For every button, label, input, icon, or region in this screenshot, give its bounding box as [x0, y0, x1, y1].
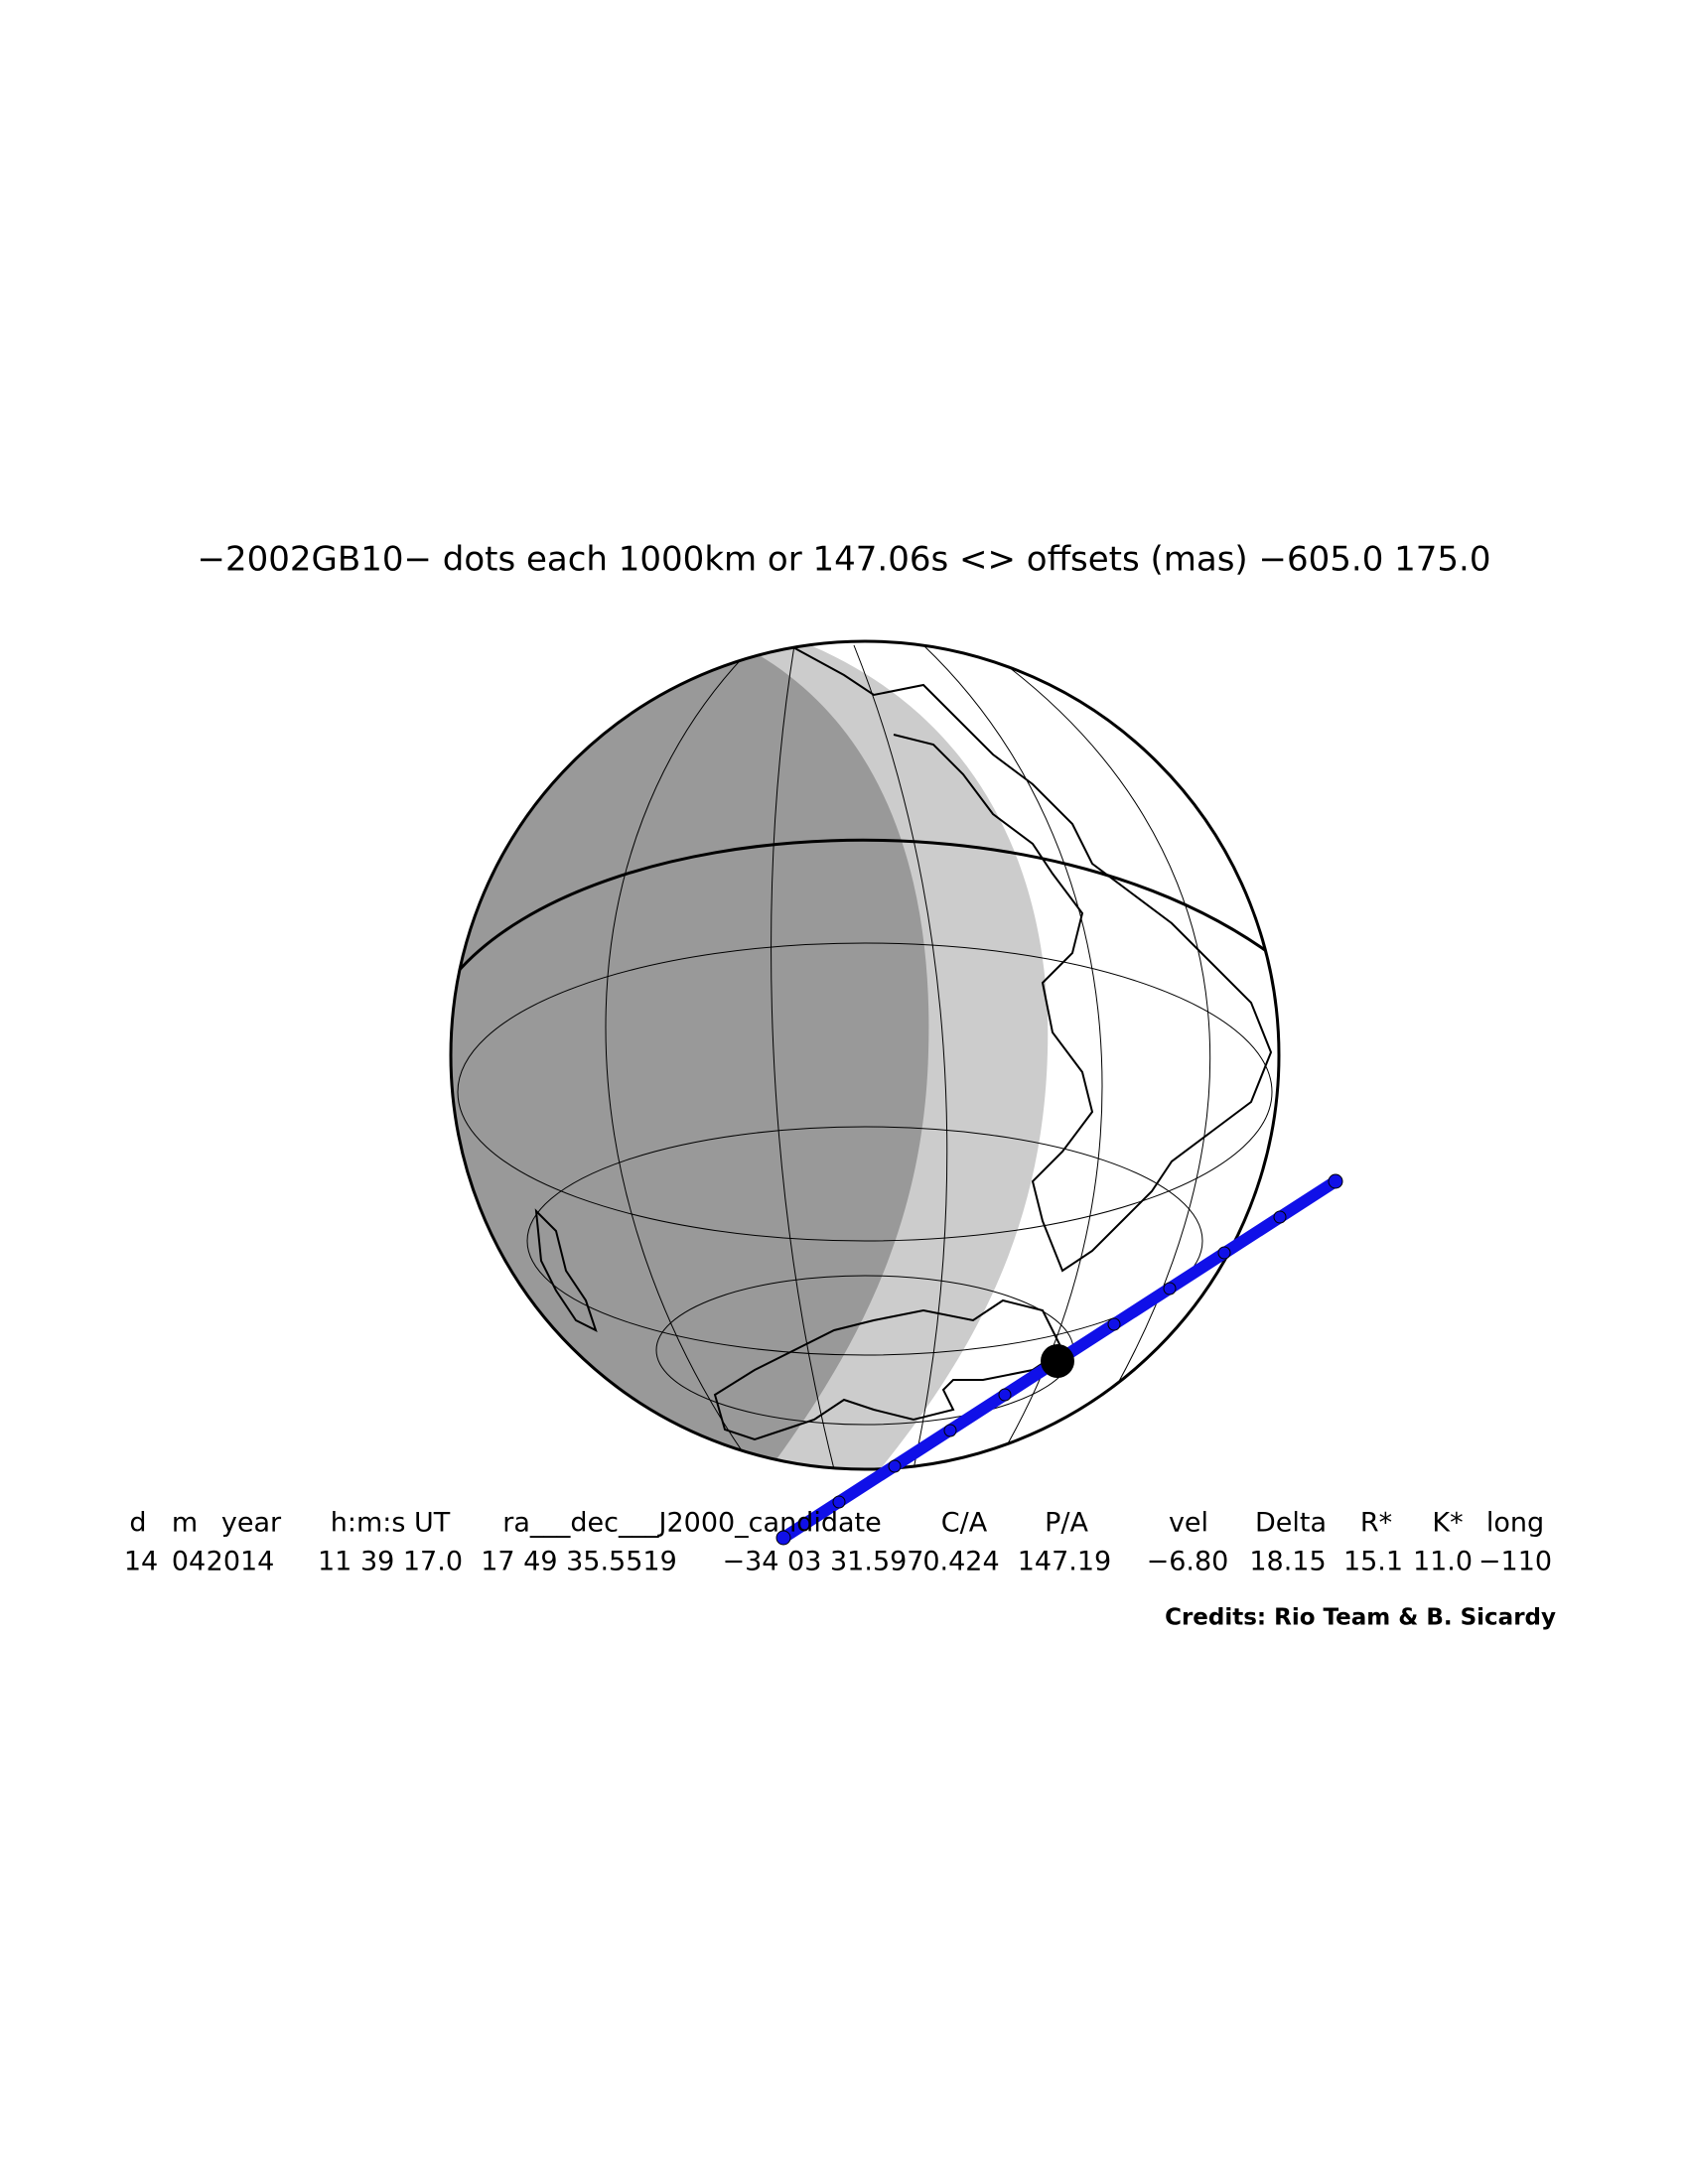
header-cell: Delta [1255, 1508, 1327, 1539]
title: −2002GB10− dots each 1000km or 147.06s <… [198, 540, 1491, 580]
credits: Credits: Rio Team & B. Sicardy [1165, 1605, 1556, 1631]
value-cell: 04 [172, 1547, 206, 1577]
path-dots [775, 1173, 1343, 1546]
value-cell: 18.15 [1249, 1547, 1326, 1577]
value-cell: 14 [124, 1547, 158, 1577]
header-cell: P/A [1045, 1508, 1088, 1539]
header-cell: long [1486, 1508, 1544, 1539]
value-cell: −6.80 [1147, 1547, 1229, 1577]
header-cell: h:m:s UT [331, 1508, 451, 1539]
equator [455, 838, 1277, 974]
value-cell: 0.424 [922, 1547, 999, 1577]
value-cell: −34 03 31.597 [723, 1547, 924, 1577]
value-cell: 2014 [207, 1547, 275, 1577]
header-cell: vel [1169, 1508, 1208, 1539]
header-cell: K* [1432, 1508, 1463, 1539]
value-cell: 11.0 [1413, 1547, 1473, 1577]
globe-outline [449, 639, 1281, 1471]
globe [449, 639, 1281, 1471]
header-cell: m [172, 1508, 198, 1539]
header-cell: d [129, 1508, 146, 1539]
header-cell: year [221, 1508, 282, 1539]
event-table: d m year h:m:s UT ra___dec___J2000_candidate… [124, 1508, 1552, 1577]
coastlines [534, 644, 1273, 1441]
closest-approach [1041, 1344, 1074, 1378]
value-cell: 17 49 35.5519 [481, 1547, 677, 1577]
header-cell: ra___dec___J2000_candidate [502, 1508, 881, 1539]
value-cell: −110 [1478, 1547, 1552, 1577]
header-cell: C/A [941, 1508, 988, 1539]
header-cell: R* [1360, 1508, 1392, 1539]
value-cell: 11 39 17.0 [318, 1547, 463, 1577]
value-cell: 15.1 [1343, 1547, 1403, 1577]
shadow-path [775, 1173, 1343, 1546]
value-cell: 147.19 [1018, 1547, 1111, 1577]
graticule [457, 644, 1273, 1469]
